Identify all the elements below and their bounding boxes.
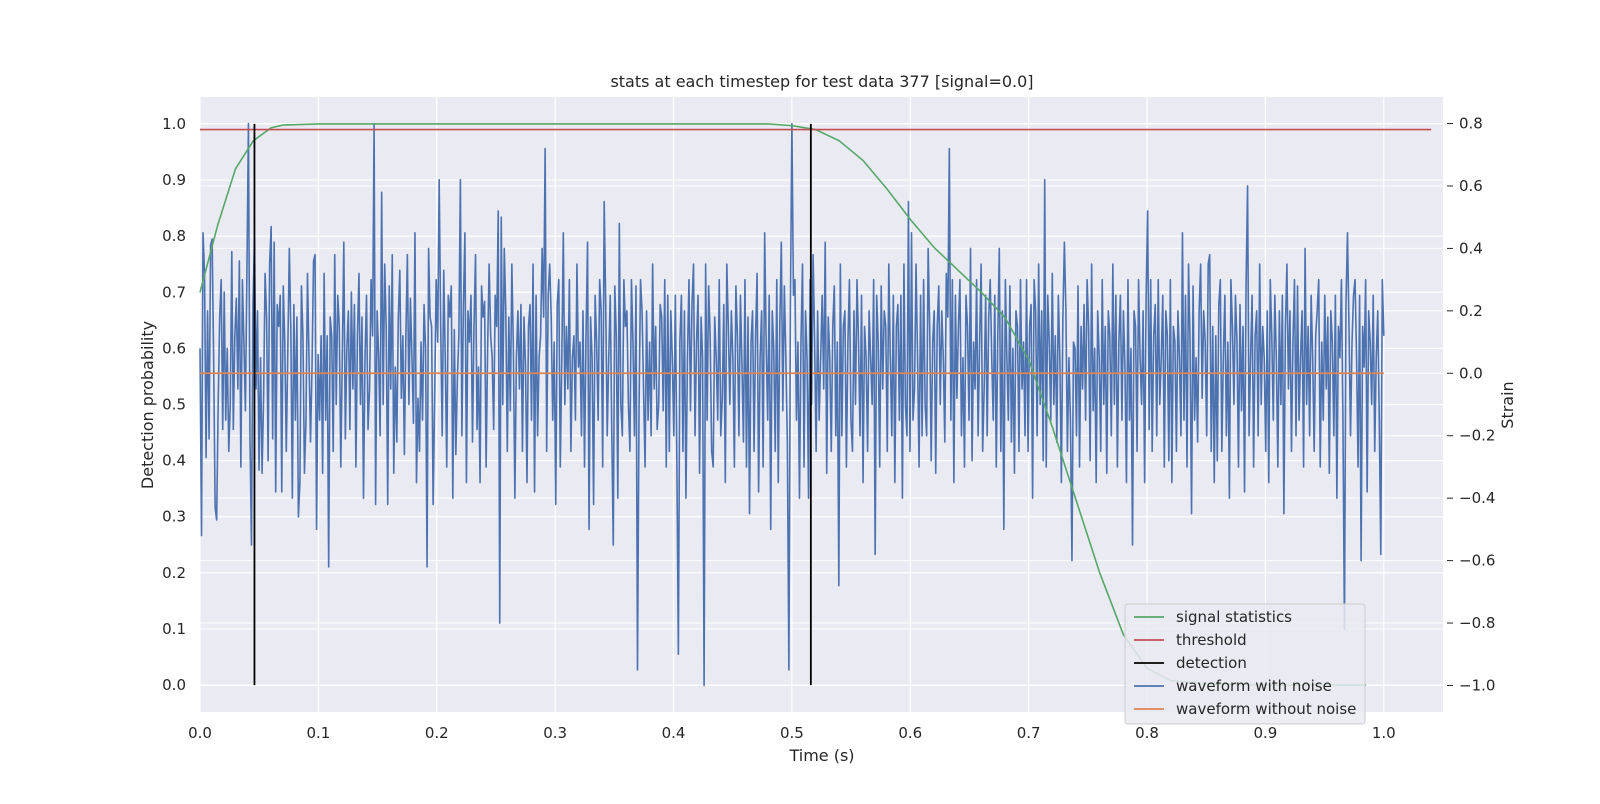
- x-tick-label: 0.6: [898, 724, 922, 742]
- y2-tick-label: −0.8: [1459, 614, 1495, 632]
- x-tick-label: 0.9: [1253, 724, 1277, 742]
- legend: signal statistics threshold detection wavef…: [1124, 603, 1366, 725]
- y-tick-label: 0.8: [162, 227, 186, 245]
- x-tick-label: 0.8: [1135, 724, 1159, 742]
- y-tick-label: 0.5: [162, 396, 186, 414]
- y2-tick-label: −0.4: [1459, 489, 1495, 507]
- x-axis-ticks: 0.0 0.1 0.2 0.3 0.4 0.5 0.6 0.7 0.8 0.9 1.0: [188, 724, 1396, 742]
- y-tick-label: 0.1: [162, 620, 186, 638]
- y-tick-label: 0.3: [162, 508, 186, 526]
- y2-tick-label: −0.2: [1459, 427, 1495, 445]
- x-tick-label: 0.7: [1017, 724, 1041, 742]
- x-tick-label: 0.5: [780, 724, 804, 742]
- y2-axis-ticks: −1.0 −0.8 −0.6 −0.4 −0.2 0.0 0.2 0.4 0.6 0.8: [1447, 115, 1495, 694]
- legend-label: detection: [1176, 654, 1247, 672]
- y-tick-label: 0.2: [162, 564, 186, 582]
- y-axis-title: Detection probability: [138, 321, 157, 489]
- y-axis-ticks: 0.0 0.1 0.2 0.3 0.4 0.5 0.6 0.7 0.8 0.9 1.0: [162, 115, 186, 694]
- y2-tick-label: 0.2: [1459, 302, 1483, 320]
- legend-items: signal statistics threshold detection wavef…: [1134, 608, 1356, 718]
- y-tick-label: 0.7: [162, 283, 186, 301]
- y2-tick-label: 0.0: [1459, 364, 1483, 382]
- y-tick-label: 1.0: [162, 115, 186, 133]
- x-tick-label: 0.1: [306, 724, 330, 742]
- x-tick-label: 0.4: [662, 724, 686, 742]
- x-axis-title: Time (s): [788, 746, 854, 765]
- y2-tick-label: 0.6: [1459, 177, 1483, 195]
- y-tick-label: 0.9: [162, 171, 186, 189]
- x-tick-label: 0.0: [188, 724, 212, 742]
- y2-tick-label: 0.4: [1459, 239, 1483, 257]
- chart-title: stats at each timestep for test data 377…: [610, 72, 1033, 91]
- y2-tick-label: −0.6: [1459, 552, 1495, 570]
- y2-tick-label: 0.8: [1459, 115, 1483, 133]
- x-tick-label: 0.2: [425, 724, 449, 742]
- y2-tick-label: −1.0: [1459, 676, 1495, 694]
- y-tick-label: 0.0: [162, 676, 186, 694]
- legend-label: waveform with noise: [1176, 677, 1332, 695]
- x-tick-label: 0.3: [543, 724, 567, 742]
- y2-axis-title: Strain: [1498, 381, 1517, 428]
- legend-label: threshold: [1176, 631, 1247, 649]
- legend-box: [1124, 603, 1366, 725]
- y-tick-label: 0.4: [162, 452, 186, 470]
- y-tick-label: 0.6: [162, 339, 186, 357]
- legend-label: signal statistics: [1176, 608, 1292, 626]
- x-tick-label: 1.0: [1372, 724, 1396, 742]
- series-waveform-with-noise: [199, 122, 1385, 687]
- legend-label: waveform without noise: [1176, 700, 1356, 718]
